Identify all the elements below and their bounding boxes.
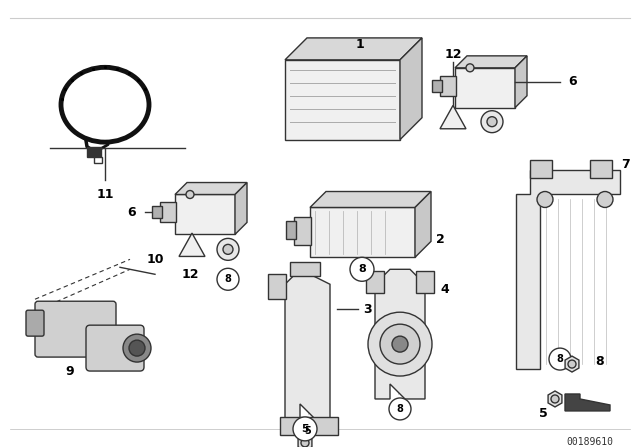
Polygon shape	[179, 233, 205, 256]
Circle shape	[293, 417, 317, 441]
Polygon shape	[400, 38, 422, 140]
Circle shape	[537, 191, 553, 207]
Circle shape	[223, 244, 233, 254]
Bar	[310, 207, 415, 257]
FancyBboxPatch shape	[35, 301, 116, 357]
Polygon shape	[298, 435, 312, 448]
Circle shape	[481, 111, 503, 133]
Text: 8: 8	[225, 274, 232, 284]
Circle shape	[129, 340, 145, 356]
Bar	[530, 159, 552, 177]
Circle shape	[392, 336, 408, 352]
Bar	[286, 221, 296, 239]
Circle shape	[217, 238, 239, 260]
Text: 9: 9	[66, 365, 74, 378]
Bar	[294, 217, 311, 246]
Bar	[432, 80, 442, 92]
FancyBboxPatch shape	[86, 325, 144, 371]
Polygon shape	[375, 269, 425, 399]
Text: 6: 6	[569, 75, 577, 88]
Bar	[160, 202, 176, 222]
Bar	[152, 207, 162, 219]
Polygon shape	[235, 182, 247, 234]
Text: 4: 4	[440, 283, 449, 296]
Polygon shape	[548, 391, 562, 407]
Polygon shape	[415, 191, 431, 257]
Text: 8: 8	[596, 354, 604, 367]
Polygon shape	[310, 191, 431, 207]
Circle shape	[217, 268, 239, 290]
Ellipse shape	[61, 67, 149, 142]
Text: 8: 8	[397, 404, 403, 414]
Circle shape	[389, 398, 411, 420]
Text: 3: 3	[364, 303, 372, 316]
Circle shape	[466, 64, 474, 72]
Polygon shape	[565, 394, 610, 411]
Text: 12: 12	[181, 268, 199, 281]
Bar	[94, 157, 102, 163]
Circle shape	[487, 116, 497, 127]
Bar	[366, 271, 384, 293]
Text: 8: 8	[557, 354, 563, 364]
Bar	[440, 76, 456, 96]
Text: 8: 8	[358, 264, 366, 274]
Text: 6: 6	[128, 206, 136, 219]
Polygon shape	[565, 356, 579, 372]
Polygon shape	[516, 169, 620, 369]
Text: 00189610: 00189610	[566, 437, 614, 447]
Bar	[268, 274, 286, 299]
Text: 1: 1	[356, 39, 364, 52]
Text: 7: 7	[621, 158, 629, 171]
Bar	[87, 146, 101, 157]
Ellipse shape	[72, 79, 138, 131]
Polygon shape	[285, 38, 422, 60]
Text: 5: 5	[301, 424, 309, 434]
Polygon shape	[515, 56, 527, 108]
Text: 11: 11	[96, 188, 114, 201]
Text: 2: 2	[436, 233, 444, 246]
Bar	[285, 60, 400, 140]
Circle shape	[301, 439, 309, 447]
Polygon shape	[175, 182, 247, 194]
Text: 12: 12	[444, 48, 461, 61]
Circle shape	[380, 324, 420, 364]
FancyBboxPatch shape	[26, 310, 44, 336]
Text: 5: 5	[305, 426, 312, 436]
Polygon shape	[455, 56, 527, 68]
Polygon shape	[285, 269, 330, 419]
Bar	[590, 159, 612, 177]
Circle shape	[350, 257, 374, 281]
Bar	[280, 417, 338, 435]
Polygon shape	[440, 105, 466, 129]
Bar	[175, 194, 235, 234]
Circle shape	[549, 348, 571, 370]
Circle shape	[568, 360, 576, 368]
Text: 10: 10	[147, 253, 164, 266]
Circle shape	[123, 334, 151, 362]
Bar	[416, 271, 434, 293]
Circle shape	[597, 191, 613, 207]
Text: 5: 5	[539, 407, 547, 420]
Circle shape	[368, 312, 432, 376]
Circle shape	[551, 395, 559, 403]
Bar	[455, 68, 515, 108]
Circle shape	[186, 190, 194, 198]
Bar	[290, 263, 320, 276]
